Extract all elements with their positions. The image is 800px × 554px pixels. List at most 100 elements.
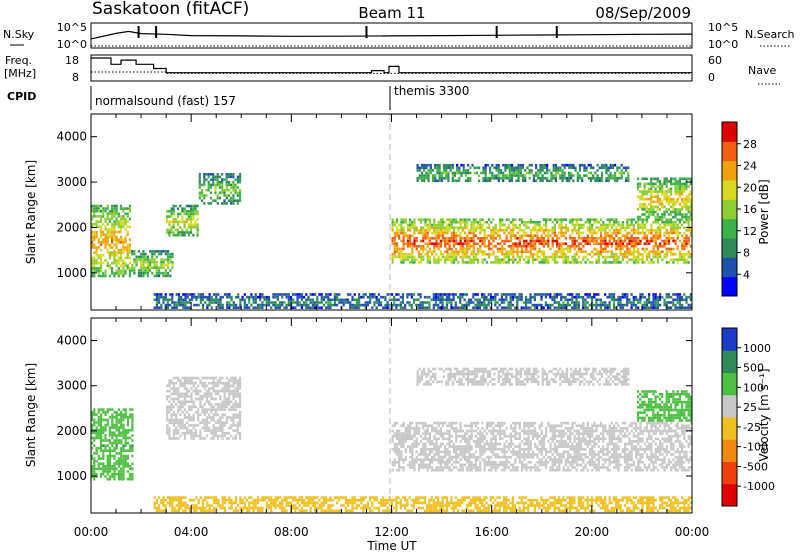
power-cell xyxy=(551,242,554,245)
power-cell xyxy=(438,163,441,167)
power-cell xyxy=(501,258,504,261)
power-cell xyxy=(634,306,638,309)
velocity-cell xyxy=(172,381,175,385)
power-cell xyxy=(599,247,603,251)
power-cell xyxy=(656,229,660,232)
power-cell xyxy=(184,301,187,304)
power-cell xyxy=(456,166,459,170)
power-cell xyxy=(422,229,425,232)
power-cell xyxy=(560,295,563,299)
power-cell xyxy=(111,225,114,229)
power-cell xyxy=(654,229,657,232)
power-cell xyxy=(562,295,565,299)
power-cell xyxy=(196,228,199,232)
velocity-cell xyxy=(197,392,200,396)
velocity-cell xyxy=(230,418,233,422)
power-cell xyxy=(582,306,585,309)
velocity-cell xyxy=(395,421,399,425)
power-cell xyxy=(477,247,480,251)
velocity-cell xyxy=(400,432,403,435)
velocity-cell xyxy=(216,379,220,382)
power-cell xyxy=(239,301,242,304)
power-cell xyxy=(351,295,354,299)
power-cell xyxy=(466,250,469,253)
power-cell xyxy=(420,176,424,180)
power-cell xyxy=(525,234,528,237)
power-cell xyxy=(411,250,414,253)
power-cell xyxy=(596,163,599,167)
power-cell xyxy=(517,174,520,177)
power-cell xyxy=(600,179,604,183)
power-cell xyxy=(516,231,519,235)
power-cell xyxy=(435,261,438,264)
velocity-cell xyxy=(398,450,401,454)
power-cell xyxy=(122,246,125,249)
power-cell xyxy=(399,301,402,304)
power-cell xyxy=(230,175,233,179)
power-cell xyxy=(426,229,429,232)
power-cell xyxy=(523,221,526,224)
power-cell xyxy=(645,253,649,256)
power-cell xyxy=(400,223,403,227)
power-cell xyxy=(342,301,345,304)
velocity-cell xyxy=(236,395,239,398)
velocity-cell xyxy=(391,434,394,438)
power-cell xyxy=(162,266,165,269)
velocity-cell xyxy=(126,441,129,445)
power-cell xyxy=(626,245,629,248)
power-cell xyxy=(650,192,653,196)
power-cell xyxy=(170,215,173,218)
power-cell xyxy=(209,191,213,195)
velocity-cell xyxy=(391,448,394,451)
power-cell xyxy=(483,250,486,253)
velocity-cell xyxy=(398,429,401,433)
power-cell xyxy=(656,258,660,261)
power-cell xyxy=(481,293,484,296)
power-cell xyxy=(605,176,608,180)
velocity-cell xyxy=(409,432,412,435)
velocity-cell xyxy=(203,410,206,414)
velocity-cell xyxy=(115,467,118,471)
power-cell xyxy=(661,239,664,243)
power-cell xyxy=(436,163,439,167)
power-cell xyxy=(450,239,453,243)
power-cell xyxy=(196,233,199,237)
power-cell xyxy=(596,176,599,180)
velocity-cell xyxy=(225,376,228,380)
velocity-cell xyxy=(404,432,407,435)
power-cell xyxy=(431,176,435,180)
power-cell xyxy=(221,295,224,299)
power-cell xyxy=(468,237,471,240)
power-cell xyxy=(663,195,666,198)
power-cell xyxy=(458,179,461,183)
power-cell xyxy=(517,169,520,172)
power-cell xyxy=(97,274,100,278)
power-cell xyxy=(366,303,369,307)
power-cell xyxy=(182,293,185,296)
velocity-cell xyxy=(179,392,182,396)
power-cell xyxy=(605,163,608,167)
power-cell xyxy=(404,255,407,259)
power-cell xyxy=(201,295,205,299)
power-cell xyxy=(254,295,257,299)
power-cell xyxy=(169,261,172,264)
power-cell xyxy=(647,187,651,191)
velocity-cell xyxy=(228,392,231,396)
power-cell xyxy=(683,298,686,302)
power-cell xyxy=(111,228,114,231)
power-cell xyxy=(358,298,361,302)
power-cell xyxy=(547,261,550,264)
power-cell xyxy=(516,226,519,229)
velocity-cell xyxy=(181,405,184,409)
velocity-cell xyxy=(208,416,211,419)
power-cell xyxy=(437,234,440,237)
velocity-cell xyxy=(190,424,193,427)
power-cell xyxy=(626,242,629,245)
velocity-cell xyxy=(108,431,112,435)
power-cell xyxy=(654,245,657,248)
power-cell xyxy=(665,250,668,253)
power-cell xyxy=(577,303,580,307)
velocity-cell xyxy=(120,439,123,442)
power-cell xyxy=(630,293,633,296)
velocity-cell xyxy=(409,448,412,451)
